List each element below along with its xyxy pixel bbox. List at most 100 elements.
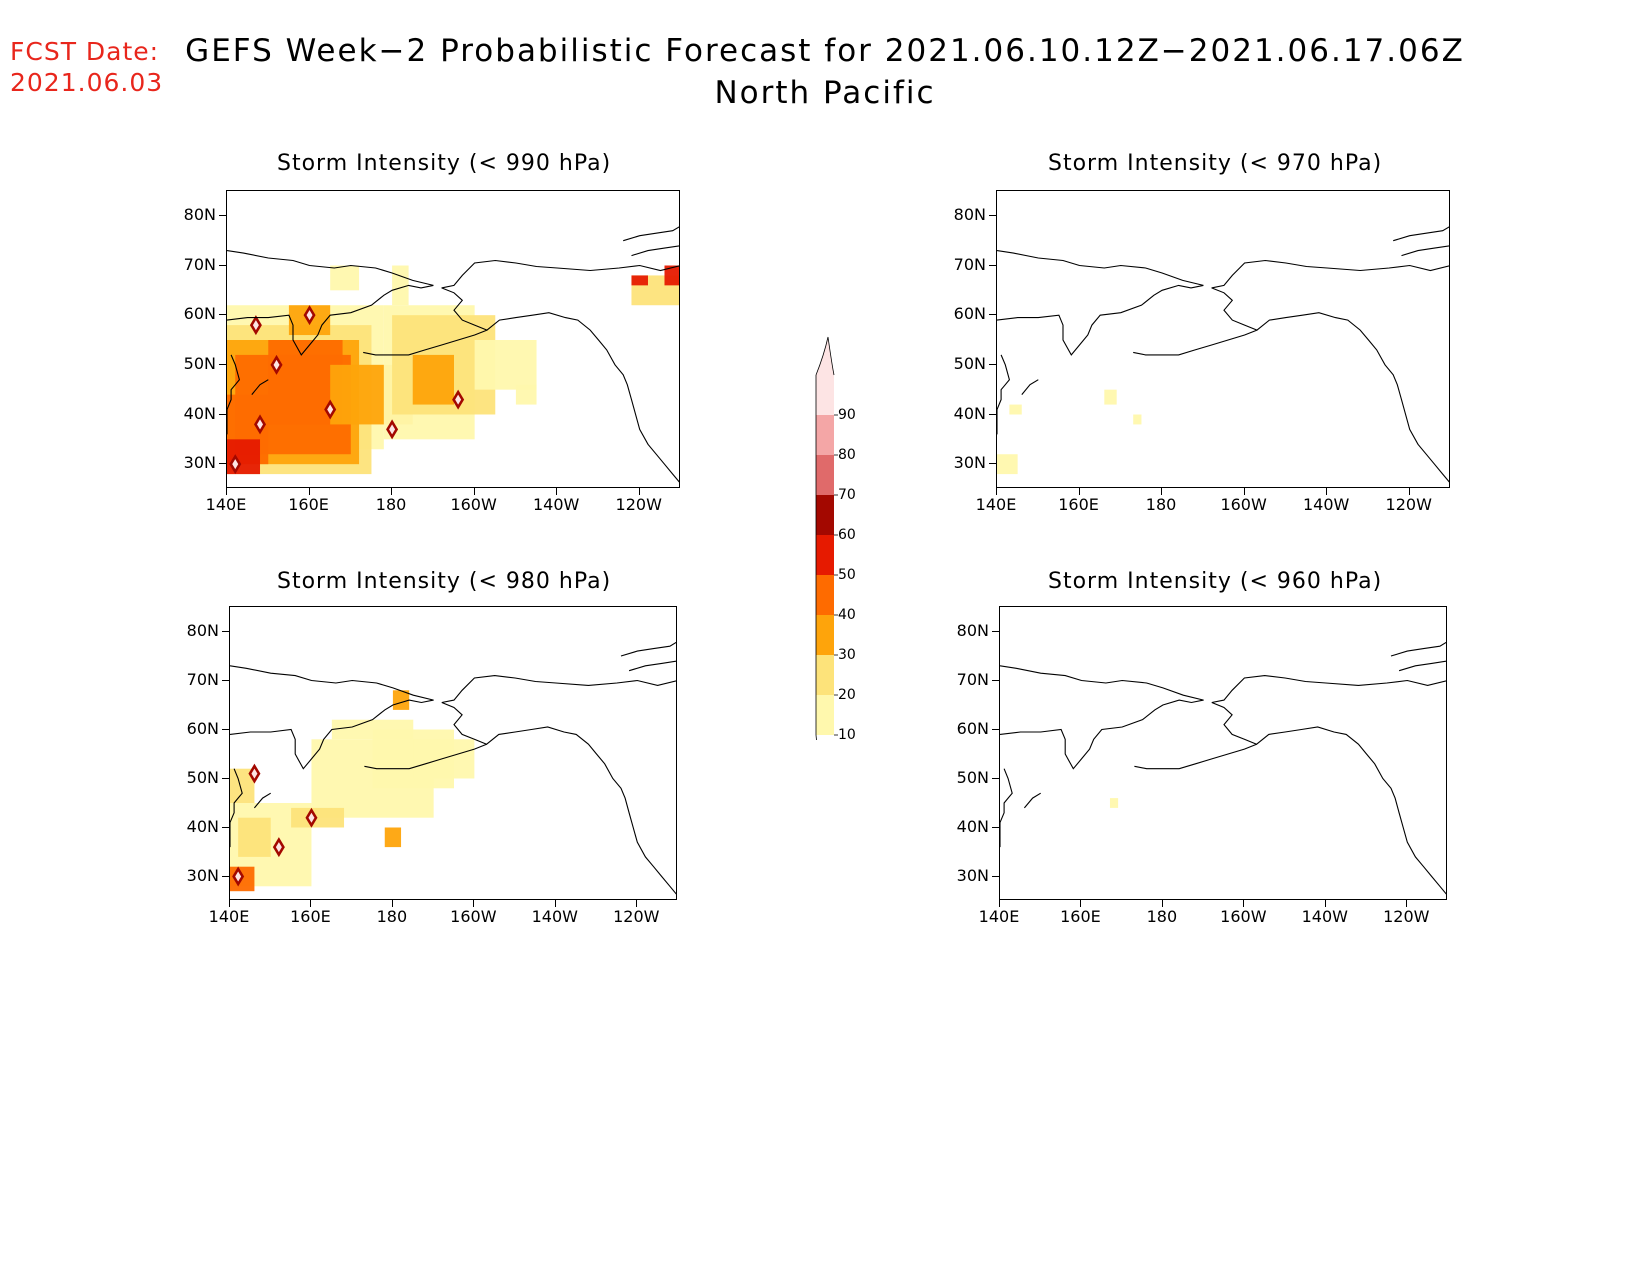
lat-label: 40N [186, 816, 219, 836]
lon-label: 160E [1060, 907, 1101, 926]
colorbar-level-label: 50 [838, 567, 856, 583]
lat-label: 80N [956, 620, 989, 640]
colorbar-level-label: 10 [838, 727, 856, 743]
lon-tick [473, 900, 475, 907]
lat-label: 30N [183, 453, 216, 473]
lon-tick [1408, 488, 1410, 495]
lon-label: 140W [532, 495, 580, 514]
coastlines [230, 641, 676, 895]
lat-tick [219, 314, 226, 316]
lat-tick [989, 264, 996, 266]
lon-tick [1324, 900, 1326, 907]
coastlines [997, 226, 1449, 483]
lat-tick [992, 728, 999, 730]
lon-tick [226, 488, 227, 495]
lon-label: 180 [375, 495, 407, 514]
lat-tick [222, 777, 229, 779]
panel-title-970: Storm Intensity (< 970 hPa) [1048, 151, 1383, 176]
lat-tick [222, 728, 229, 730]
lon-tick [308, 488, 310, 495]
lat-tick [989, 214, 996, 216]
colorbar-segment [816, 615, 834, 655]
colorbar-level-label: 20 [838, 687, 856, 703]
colorbar-svg [815, 336, 838, 776]
colorbar-level-label: 70 [838, 487, 856, 503]
lat-tick [989, 413, 996, 415]
lon-label: 140W [1301, 907, 1348, 926]
colorbar-segment [816, 655, 834, 695]
colorbar-level-label: 60 [838, 527, 856, 543]
lon-tick [999, 900, 1000, 907]
panel-title-990: Storm Intensity (< 990 hPa) [277, 151, 612, 176]
lon-tick [636, 900, 638, 907]
map-panel-980 [229, 606, 677, 900]
lon-label: 140E [975, 495, 1017, 514]
map-svg [227, 226, 679, 483]
lon-tick [1078, 488, 1080, 495]
lon-label: 140E [205, 495, 247, 514]
lon-tick [638, 488, 640, 495]
lon-tick [310, 900, 312, 907]
lat-tick [219, 214, 226, 216]
lat-tick [222, 826, 229, 828]
coastlines [1000, 641, 1446, 895]
lat-tick [222, 875, 229, 877]
lat-tick [989, 463, 996, 465]
colorbar-segment [816, 695, 834, 735]
lon-tick [556, 488, 558, 495]
lat-tick [989, 314, 996, 316]
panel-title-960: Storm Intensity (< 960 hPa) [1048, 569, 1383, 594]
forecast-date-label: FCST Date: 2021.06.03 [10, 36, 163, 98]
fcst-date-value: 2021.06.03 [10, 68, 164, 97]
lon-label: 160W [450, 495, 497, 514]
lon-tick [996, 488, 997, 495]
lat-tick [992, 826, 999, 828]
lon-tick [1406, 900, 1408, 907]
lon-tick [229, 900, 230, 907]
colorbar [810, 335, 890, 776]
lat-tick [219, 264, 226, 266]
lon-label: 180 [376, 907, 408, 926]
probability-shading [230, 690, 475, 892]
colorbar-level-label: 40 [838, 607, 856, 623]
lat-label: 70N [183, 254, 216, 274]
probability-shading [1109, 798, 1119, 808]
lon-label: 140E [208, 907, 250, 926]
colorbar-segment [816, 495, 834, 535]
lon-label: 160W [1220, 907, 1267, 926]
lat-tick [992, 630, 999, 632]
panel-title-980: Storm Intensity (< 980 hPa) [277, 569, 612, 594]
lon-tick [473, 488, 475, 495]
lat-label: 50N [953, 353, 986, 373]
lat-label: 50N [186, 767, 219, 787]
colorbar-level-label: 30 [838, 647, 856, 663]
colorbar-segment [816, 575, 834, 615]
lon-tick [1243, 488, 1245, 495]
lat-tick [222, 679, 229, 681]
lon-tick [391, 900, 393, 907]
lon-label: 160E [1058, 495, 1099, 514]
lon-label: 140W [1302, 495, 1350, 514]
lon-label: 160E [288, 495, 329, 514]
lon-label: 160E [290, 907, 331, 926]
map-panel-970 [996, 190, 1450, 488]
lat-tick [222, 630, 229, 632]
lat-tick [219, 463, 226, 465]
lat-tick [992, 875, 999, 877]
coastlines [227, 226, 679, 483]
lat-tick [989, 363, 996, 365]
lat-label: 60N [956, 718, 989, 738]
lat-label: 70N [956, 669, 989, 689]
lon-tick [1243, 900, 1245, 907]
page-title: GEFS Week−2 Probabilistic Forecast for 2… [180, 30, 1470, 114]
lat-label: 60N [186, 718, 219, 738]
lon-label: 180 [1146, 907, 1178, 926]
colorbar-segment [816, 535, 834, 575]
lat-label: 60N [183, 304, 216, 324]
lon-label: 180 [1145, 495, 1177, 514]
lat-tick [219, 413, 226, 415]
lat-label: 30N [956, 865, 989, 885]
map-panel-960 [999, 606, 1447, 900]
colorbar-segment [816, 415, 834, 455]
lat-label: 40N [183, 403, 216, 423]
